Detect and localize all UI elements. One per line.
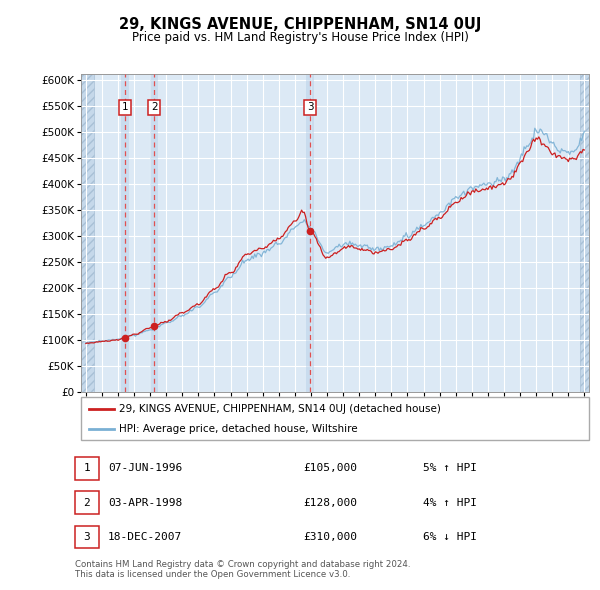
Text: £105,000: £105,000 <box>303 464 357 473</box>
Text: Price paid vs. HM Land Registry's House Price Index (HPI): Price paid vs. HM Land Registry's House … <box>131 31 469 44</box>
Bar <box>307 74 314 392</box>
Text: HPI: Average price, detached house, Wiltshire: HPI: Average price, detached house, Wilt… <box>119 424 358 434</box>
Text: Contains HM Land Registry data © Crown copyright and database right 2024.: Contains HM Land Registry data © Crown c… <box>75 560 410 569</box>
Text: 1: 1 <box>122 102 128 112</box>
Text: 3: 3 <box>307 102 314 112</box>
Text: 3: 3 <box>83 532 91 542</box>
Bar <box>121 74 129 392</box>
Text: 29, KINGS AVENUE, CHIPPENHAM, SN14 0UJ: 29, KINGS AVENUE, CHIPPENHAM, SN14 0UJ <box>119 17 481 31</box>
Text: £128,000: £128,000 <box>303 498 357 507</box>
Text: 03-APR-1998: 03-APR-1998 <box>108 498 182 507</box>
Text: 2: 2 <box>83 498 91 507</box>
Text: 29, KINGS AVENUE, CHIPPENHAM, SN14 0UJ (detached house): 29, KINGS AVENUE, CHIPPENHAM, SN14 0UJ (… <box>119 404 441 414</box>
Text: 1: 1 <box>83 464 91 473</box>
Text: £310,000: £310,000 <box>303 532 357 542</box>
Bar <box>81 74 94 392</box>
Text: 18-DEC-2007: 18-DEC-2007 <box>108 532 182 542</box>
Text: 5% ↑ HPI: 5% ↑ HPI <box>423 464 477 473</box>
Bar <box>150 74 158 392</box>
Text: This data is licensed under the Open Government Licence v3.0.: This data is licensed under the Open Gov… <box>75 571 350 579</box>
Text: 4% ↑ HPI: 4% ↑ HPI <box>423 498 477 507</box>
Bar <box>580 74 589 392</box>
Text: 07-JUN-1996: 07-JUN-1996 <box>108 464 182 473</box>
Text: 2: 2 <box>151 102 157 112</box>
Text: 6% ↓ HPI: 6% ↓ HPI <box>423 532 477 542</box>
